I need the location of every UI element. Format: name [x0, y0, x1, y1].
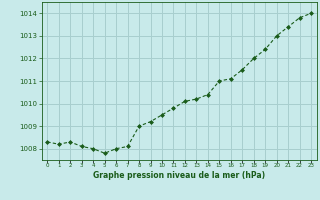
- X-axis label: Graphe pression niveau de la mer (hPa): Graphe pression niveau de la mer (hPa): [93, 171, 265, 180]
